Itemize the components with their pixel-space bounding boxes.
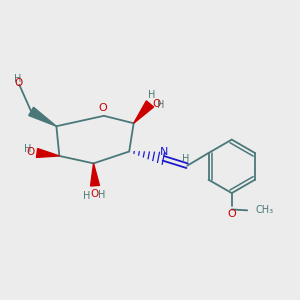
- Text: H: H: [148, 90, 155, 100]
- Text: H: H: [14, 74, 21, 84]
- Text: O: O: [14, 77, 22, 88]
- Text: O: O: [152, 99, 160, 109]
- Text: O: O: [99, 103, 107, 113]
- Text: N: N: [160, 147, 169, 157]
- Text: H: H: [83, 191, 91, 201]
- Text: O: O: [90, 189, 98, 199]
- Polygon shape: [134, 101, 154, 123]
- Text: H: H: [182, 154, 189, 164]
- Polygon shape: [37, 148, 59, 158]
- Polygon shape: [29, 107, 56, 126]
- Text: H: H: [98, 190, 105, 200]
- Text: H: H: [24, 143, 32, 154]
- Text: CH₃: CH₃: [256, 205, 274, 215]
- Text: H: H: [158, 100, 165, 110]
- Text: O: O: [227, 209, 236, 219]
- Polygon shape: [91, 164, 100, 186]
- Text: O: O: [27, 147, 35, 157]
